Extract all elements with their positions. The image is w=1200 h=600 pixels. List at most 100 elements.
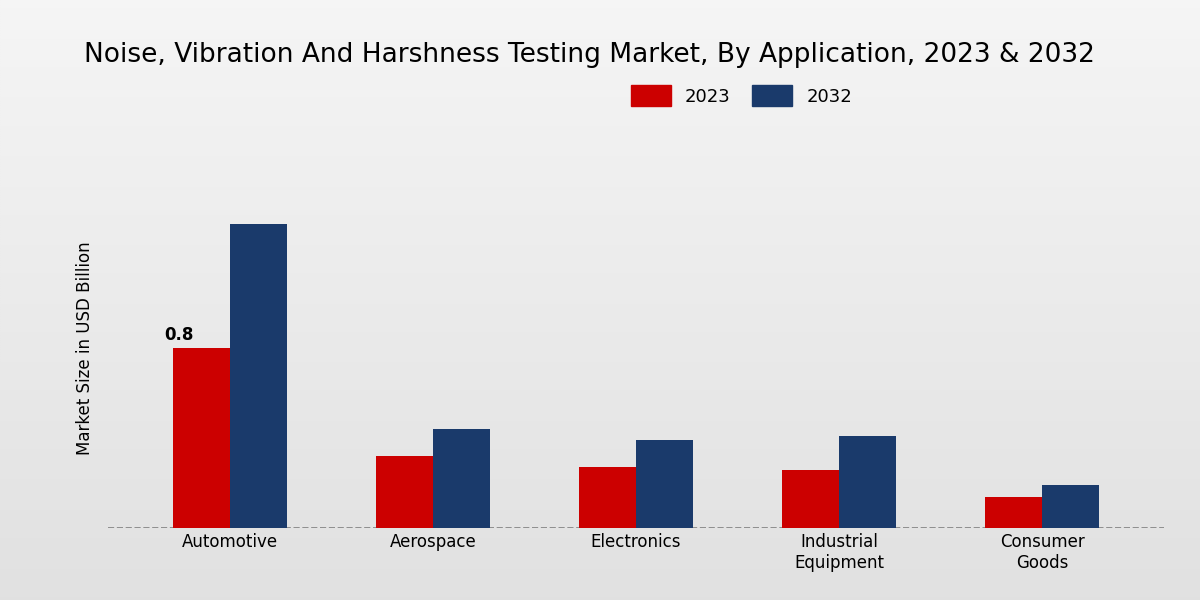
Bar [0, 31, 1200, 33]
Bar [0, 80, 1200, 82]
Bar [0, 422, 1200, 424]
Bar [0, 344, 1200, 347]
Bar [0, 401, 1200, 403]
Bar [0, 246, 1200, 248]
Bar [0, 385, 1200, 387]
Bar [0, 131, 1200, 134]
Bar [0, 546, 1200, 548]
Bar [0, 61, 1200, 63]
Bar [0, 288, 1200, 290]
Bar [0, 452, 1200, 455]
Bar [0, 380, 1200, 382]
Bar [0, 0, 1200, 2]
Bar [0, 563, 1200, 565]
Bar [0, 209, 1200, 211]
Bar [1042, 485, 1099, 528]
Bar [0, 220, 1200, 223]
Bar [0, 269, 1200, 272]
Bar [0, 281, 1200, 284]
Bar [0, 87, 1200, 89]
Bar [0, 455, 1200, 457]
Bar [0, 553, 1200, 556]
Bar [0, 213, 1200, 215]
Bar [0, 138, 1200, 140]
Bar [0, 365, 1200, 368]
Bar [0, 593, 1200, 595]
Bar [0, 497, 1200, 499]
Bar [0, 241, 1200, 244]
Bar [0, 387, 1200, 389]
Bar [0, 117, 1200, 119]
Bar [0, 502, 1200, 504]
Bar [0, 298, 1200, 300]
Bar [0, 150, 1200, 152]
Bar [0, 272, 1200, 274]
Bar [0, 176, 1200, 178]
Bar [0, 310, 1200, 312]
Bar [0, 192, 1200, 194]
Bar [0, 185, 1200, 187]
Bar [985, 497, 1042, 528]
Bar [0, 539, 1200, 541]
Bar [636, 440, 692, 528]
Bar [0, 513, 1200, 515]
Bar [0, 37, 1200, 40]
Bar [0, 431, 1200, 434]
Bar [0, 256, 1200, 258]
Bar [0, 253, 1200, 256]
Bar [0, 581, 1200, 584]
Bar [0, 42, 1200, 44]
Bar [0, 290, 1200, 293]
Bar [0, 361, 1200, 363]
Bar [0, 509, 1200, 511]
Bar [0, 464, 1200, 466]
Bar [0, 471, 1200, 473]
Bar [0, 235, 1200, 237]
Bar [0, 492, 1200, 494]
Bar [0, 77, 1200, 80]
Bar [0, 349, 1200, 352]
Bar [0, 119, 1200, 122]
Bar [0, 515, 1200, 518]
Bar [0, 448, 1200, 450]
Bar [0, 391, 1200, 394]
Bar [0, 476, 1200, 478]
Bar [0, 403, 1200, 406]
Text: 0.8: 0.8 [164, 325, 193, 343]
Y-axis label: Market Size in USD Billion: Market Size in USD Billion [76, 241, 94, 455]
Bar [0, 520, 1200, 523]
Bar [0, 340, 1200, 342]
Bar [0, 215, 1200, 218]
Bar [0, 223, 1200, 225]
Bar [0, 75, 1200, 77]
Bar [0, 263, 1200, 265]
Bar [0, 494, 1200, 497]
Bar [0, 499, 1200, 502]
Bar [0, 342, 1200, 344]
Bar [0, 368, 1200, 370]
Bar [0, 218, 1200, 220]
Bar [0, 434, 1200, 436]
Bar [0, 227, 1200, 230]
Bar [0, 145, 1200, 148]
Bar [0, 323, 1200, 326]
Bar [0, 244, 1200, 246]
Bar [0, 579, 1200, 581]
Bar [0, 293, 1200, 295]
Bar [0, 237, 1200, 239]
Bar [0, 511, 1200, 513]
Legend: 2023, 2032: 2023, 2032 [622, 76, 862, 115]
Bar [433, 429, 490, 528]
Bar [0, 525, 1200, 527]
Bar [0, 96, 1200, 98]
Bar [0, 65, 1200, 68]
Bar [0, 113, 1200, 115]
Bar [0, 134, 1200, 136]
Bar [0, 419, 1200, 422]
Bar [0, 284, 1200, 286]
Bar [0, 91, 1200, 94]
Bar [0, 588, 1200, 590]
Bar [0, 537, 1200, 539]
Bar [0, 370, 1200, 373]
Bar [0, 551, 1200, 553]
